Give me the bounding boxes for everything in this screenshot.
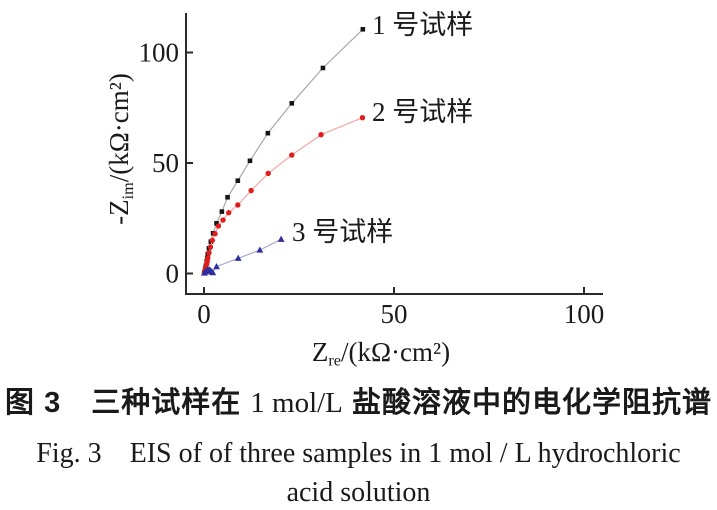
data-point-triangle (277, 235, 285, 242)
legend-label-sample-2: 2 号试样 (372, 97, 474, 127)
figure-caption-english-line1: Fig. 3 EIS of of three samples in 1 mol … (36, 438, 681, 469)
x-tick-label: 100 (564, 299, 605, 329)
y-axis-label-prefix: -Z (104, 199, 135, 225)
data-point-square (225, 194, 230, 200)
figure-caption-chinese: 图 3 三种试样在 1 mol/L 盐酸溶液中的电化学阻抗谱 (0, 386, 717, 420)
y-axis-label: -Zim/(kΩ·cm²) (104, 73, 138, 225)
legend-label-sample-1: 1 号试样 (372, 10, 474, 40)
x-axis-label: Zre/(kΩ·cm²) (312, 337, 450, 371)
y-axis-label-units: /(kΩ·cm²) (104, 73, 135, 183)
caption-zh-latin: 1 mol/L (250, 387, 343, 419)
data-point-triangle (256, 246, 264, 253)
legend-label-sample-3: 3 号试样 (292, 217, 394, 247)
data-point-circle (205, 255, 211, 261)
eis-nyquist-plot: 0 50 100 0 50 100 (139, 13, 605, 329)
data-point-circle (215, 223, 222, 229)
y-tick-label: 50 (152, 148, 179, 178)
data-point-circle (206, 250, 212, 256)
y-tick-label: 0 (166, 259, 180, 289)
data-point-triangle (213, 263, 220, 270)
data-point-square (235, 178, 241, 183)
data-point-circle (212, 231, 218, 237)
data-point-square (360, 26, 366, 32)
data-point-square (320, 65, 326, 71)
x-tick-label: 50 (381, 299, 408, 329)
figure-caption-english-line2: acid solution (286, 477, 431, 508)
data-point-circle (359, 114, 366, 121)
caption-zh-suffix: 盐酸溶液中的电化学阻抗谱 (342, 387, 712, 419)
data-point-circle (265, 170, 271, 177)
data-point-square (214, 221, 219, 226)
data-point-circle (226, 210, 232, 216)
x-axis-label-subscript: re (328, 351, 341, 370)
x-tick-label: 0 (197, 299, 211, 329)
data-point-circle (209, 237, 216, 244)
y-tick-label: 100 (139, 38, 180, 68)
data-point-circle (220, 217, 226, 223)
data-point-square (219, 209, 225, 214)
data-point-circle (289, 152, 295, 158)
data-point-circle (248, 187, 254, 194)
data-point-square (265, 130, 271, 136)
data-point-square (289, 101, 295, 106)
x-axis-label-prefix: Z (311, 337, 329, 367)
data-point-circle (318, 132, 324, 138)
data-point-circle (207, 244, 214, 250)
data-point-triangle (234, 254, 242, 261)
caption-zh-prefix: 图 3 三种试样在 (5, 387, 251, 419)
x-axis-label-units: /(kΩ·cm²) (340, 337, 451, 367)
y-axis-label-subscript: im (118, 182, 137, 200)
data-point-triangle (209, 269, 217, 276)
data-point-circle (235, 202, 241, 208)
data-point-square (247, 158, 253, 164)
